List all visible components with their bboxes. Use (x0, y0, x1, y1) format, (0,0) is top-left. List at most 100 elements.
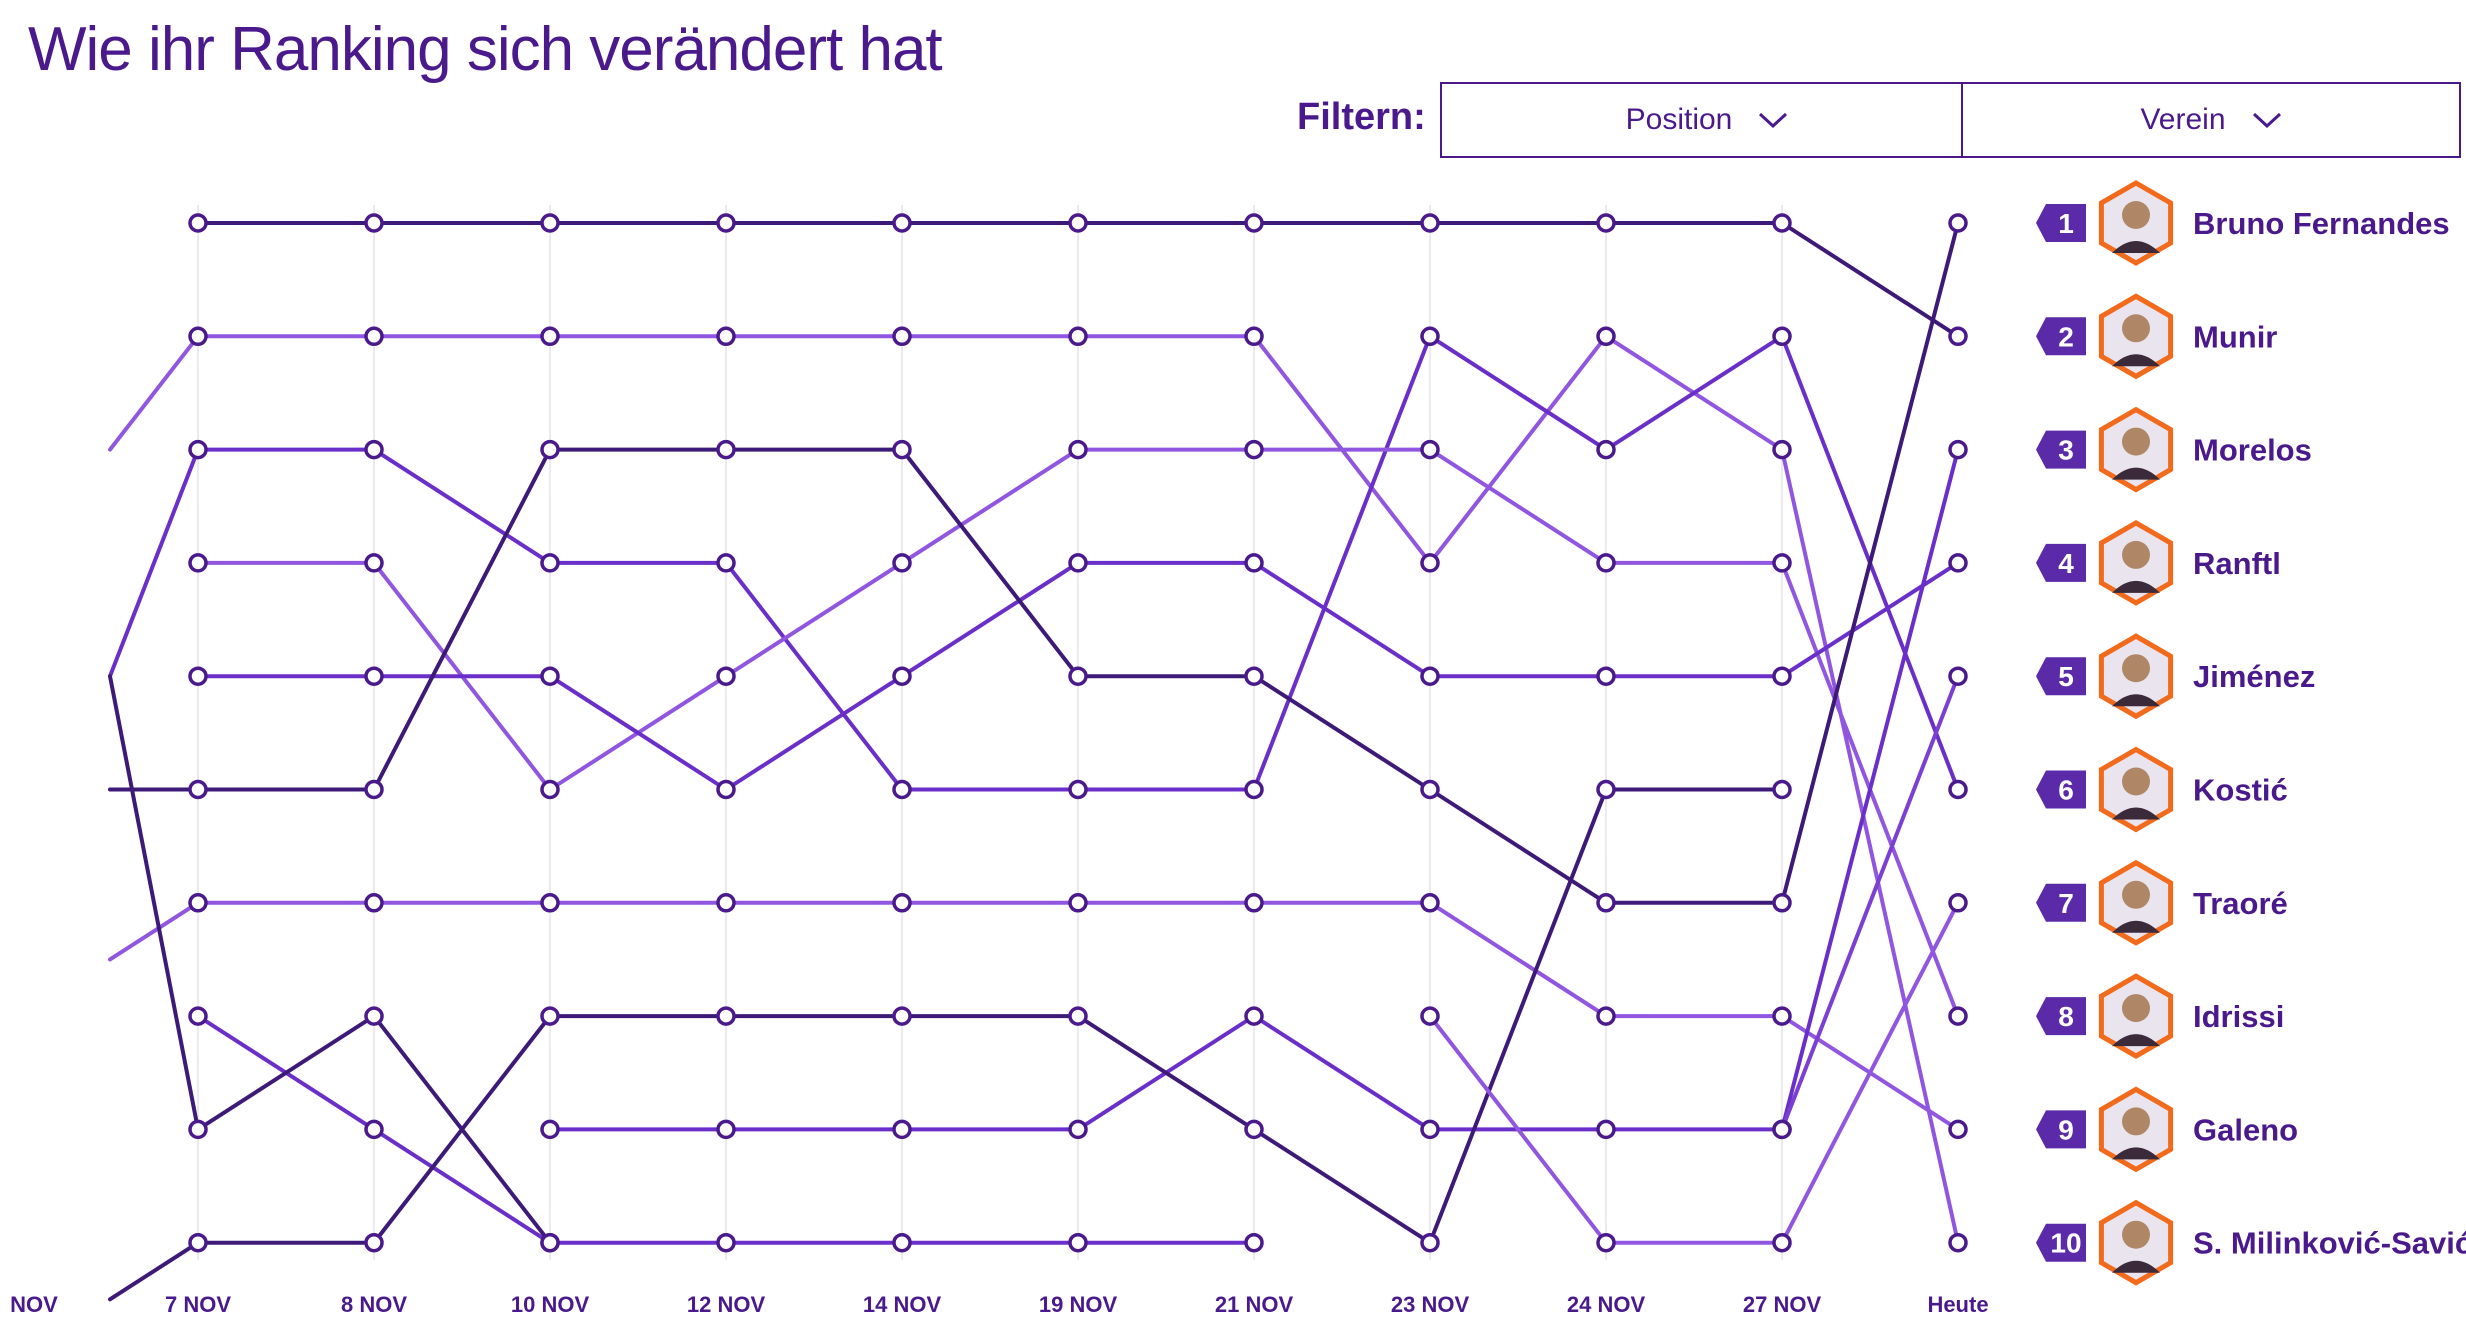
avatar-head-icon (2122, 201, 2150, 229)
data-point (1772, 553, 1792, 573)
series-line-4 (1252, 560, 1432, 679)
data-point (1244, 1232, 1264, 1253)
series-line-1 (1428, 334, 1608, 565)
avatar-head-icon (2122, 880, 2150, 909)
data-point (1068, 553, 1088, 573)
series-line-6 (108, 900, 200, 962)
verein-dropdown[interactable]: Verein (1961, 82, 2461, 158)
data-point (716, 1006, 736, 1026)
x-tick-label: 24 NOV (1567, 1292, 1646, 1317)
player-name: Bruno Fernandes (2193, 206, 2450, 241)
rank-badge (2036, 204, 2086, 242)
data-point (1596, 213, 1616, 233)
data-point (364, 1119, 384, 1140)
series-line-4 (1780, 560, 1960, 679)
series-line-4 (724, 674, 904, 792)
data-point (364, 439, 384, 460)
data-point (188, 1006, 208, 1026)
player-name: S. Milinković-Savić (2193, 1226, 2466, 1261)
avatar-body-icon (2112, 467, 2160, 480)
rank-number: 8 (2058, 1001, 2074, 1032)
data-point (1596, 1119, 1616, 1140)
data-point (188, 213, 208, 233)
data-point (188, 666, 208, 686)
data-point (540, 213, 560, 233)
data-point (540, 893, 560, 913)
data-point (1068, 779, 1088, 800)
data-point (540, 1119, 560, 1140)
data-point (540, 666, 560, 686)
x-tick-label: 8 NOV (341, 1292, 407, 1317)
data-point (1596, 779, 1616, 800)
player-name: Traoré (2193, 886, 2288, 921)
series-line-9 (1780, 447, 1960, 1132)
data-point (540, 779, 560, 800)
series-line-2 (1428, 334, 1608, 452)
rank-badge (2036, 543, 2086, 582)
x-tick-label: 10 NOV (511, 1292, 590, 1317)
data-point (188, 1232, 208, 1253)
data-point (1420, 893, 1440, 913)
data-point (716, 666, 736, 686)
series-line-4 (548, 674, 728, 792)
data-point (364, 893, 384, 913)
data-point (1244, 326, 1264, 347)
series-line-3 (900, 447, 1080, 565)
data-point (1244, 666, 1264, 686)
data-point (364, 326, 384, 347)
rank-number: 10 (2050, 1228, 2081, 1259)
data-point (1772, 1119, 1792, 1140)
data-point (892, 553, 912, 573)
series-line-2 (1252, 334, 1432, 792)
series-line-3 (1428, 447, 1608, 565)
data-point (1948, 553, 1968, 573)
x-tick-label: NOV (10, 1292, 58, 1317)
data-point (716, 326, 736, 347)
data-point (1420, 439, 1440, 460)
data-point (1068, 1232, 1088, 1253)
data-point (1420, 1119, 1440, 1140)
data-point (188, 553, 208, 573)
data-point (1948, 1006, 1968, 1026)
page-title: Wie ihr Ranking sich verändert hat (28, 15, 943, 84)
data-point (1068, 439, 1088, 460)
data-point (1420, 1232, 1440, 1253)
rank-badge (2036, 430, 2086, 469)
avatar-head-icon (2122, 540, 2150, 569)
series-line-8 (108, 674, 200, 1132)
data-point (188, 893, 208, 913)
series-line-10 (1428, 787, 1608, 1245)
avatar-head-icon (2122, 1107, 2150, 1136)
data-point (364, 213, 384, 233)
player-name: Galeno (2193, 1112, 2298, 1147)
avatar-head-icon (2122, 994, 2150, 1023)
series-line-3 (724, 560, 904, 679)
data-point (1068, 326, 1088, 347)
series-line-10 (108, 1240, 200, 1302)
x-tick-label: 12 NOV (687, 1292, 766, 1317)
rank-number: 9 (2058, 1114, 2074, 1145)
series-line-11 (1428, 1014, 1608, 1245)
data-point (188, 439, 208, 460)
data-point (1948, 326, 1968, 347)
data-point (1068, 213, 1088, 233)
data-point (1772, 1006, 1792, 1026)
data-point (364, 553, 384, 573)
series-line-2 (108, 447, 200, 679)
verein-dropdown-label: Verein (2140, 103, 2226, 136)
x-tick-label: 7 NOV (165, 1292, 231, 1317)
player-name: Morelos (2193, 433, 2312, 468)
data-point (364, 779, 384, 800)
data-point (1244, 1006, 1264, 1026)
data-point (1420, 326, 1440, 347)
rank-number: 5 (2058, 661, 2074, 692)
data-point (892, 1119, 912, 1140)
rank-number: 7 (2058, 888, 2074, 919)
data-point (1068, 893, 1088, 913)
avatar-body-icon (2112, 354, 2160, 367)
position-dropdown[interactable]: Position (1440, 82, 1974, 158)
position-dropdown-label: Position (1625, 103, 1733, 136)
data-point (1244, 893, 1264, 913)
series-line-10 (372, 1014, 552, 1245)
